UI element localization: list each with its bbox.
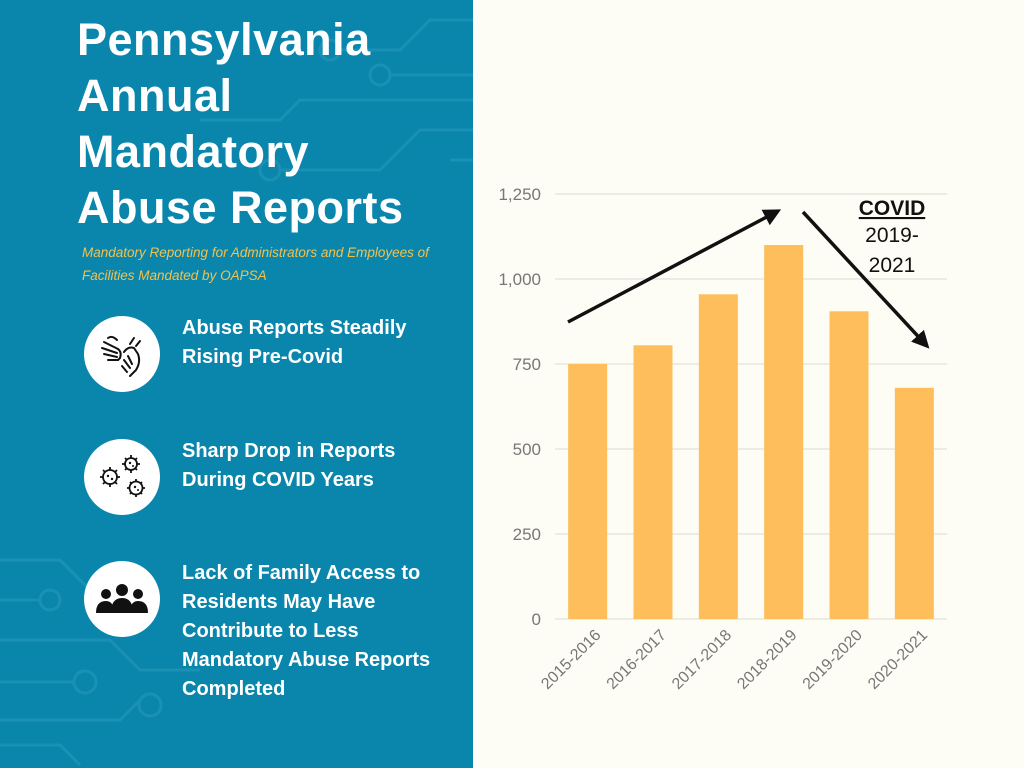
x-tick-label: 2017-2018	[669, 627, 735, 693]
x-tick-label: 2015-2016	[538, 627, 604, 693]
sign-language-hands-icon	[84, 316, 160, 392]
x-axis-ticks: 2015-2016 2016-2017 2017-2018 2018-2019 2019…	[538, 627, 931, 693]
bar	[894, 387, 934, 619]
chart-gridlines	[555, 193, 947, 620]
x-tick-label: 2016-2017	[604, 627, 670, 693]
feature-text-drop: Sharp Drop in Reports During COVID Years	[182, 440, 396, 491]
chart-bars	[568, 245, 934, 619]
covid-annotation-line2: 2021	[869, 254, 916, 277]
virus-icon	[84, 439, 160, 515]
feature-text-rising: Abuse Reports Steadily Rising Pre-Covid	[182, 317, 407, 368]
family-group-icon	[84, 561, 160, 637]
y-tick-label: 1,250	[498, 185, 541, 204]
bar	[568, 364, 608, 619]
y-axis-ticks: 0 250 500 750 1,000 1,250	[498, 185, 541, 629]
page-title: Pennsylvania Annual Mandatory Abuse Repo…	[77, 14, 404, 233]
x-tick-label: 2018-2019	[734, 627, 800, 693]
x-tick-label: 2019-2020	[800, 627, 866, 693]
y-tick-label: 1,000	[498, 270, 541, 289]
bar	[633, 345, 673, 619]
bar	[764, 245, 804, 619]
x-tick-label: 2020-2021	[865, 627, 931, 693]
bar	[829, 311, 869, 619]
page-subtitle: Mandatory Reporting for Administrators a…	[82, 245, 429, 283]
y-tick-label: 750	[513, 355, 541, 374]
circuit-background-decoration	[0, 18, 473, 767]
info-panel: Pennsylvania Annual Mandatory Abuse Repo…	[0, 0, 473, 768]
rising-trend-arrow	[567, 209, 782, 324]
y-tick-label: 500	[513, 440, 541, 459]
bar	[698, 294, 738, 619]
chart-panel: 0 250 500 750 1,000 1,250 2015-2016 2016-2017 2…	[473, 0, 1024, 768]
y-tick-label: 0	[532, 610, 541, 629]
feature-text-family-access: Lack of Family Access to Residents May H…	[182, 562, 431, 700]
covid-annotation-line1: 2019-	[865, 224, 919, 247]
falling-trend-arrow	[801, 210, 930, 349]
covid-annotation-title: COVID	[859, 197, 926, 220]
y-tick-label: 250	[513, 525, 541, 544]
